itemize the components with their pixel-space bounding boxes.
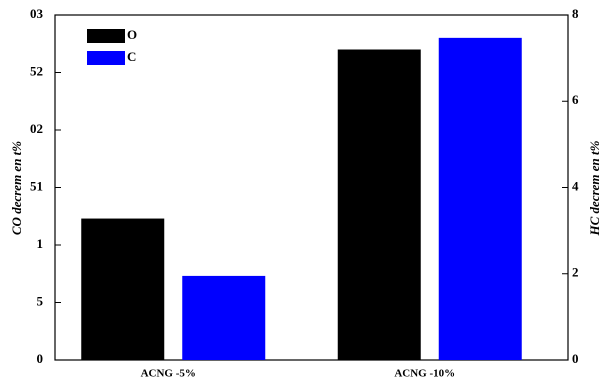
y2-tick-label: 8: [572, 6, 579, 21]
y-tick-label: 5: [37, 293, 44, 308]
bar: [438, 37, 522, 360]
bar: [182, 275, 266, 360]
y2-tick-label: 4: [572, 178, 579, 193]
y-tick-label: 51: [30, 178, 43, 193]
y-tick-label: 02: [30, 121, 43, 136]
y2-tick-label: 6: [572, 92, 579, 107]
bar: [337, 49, 421, 360]
y2-tick-label: 0: [572, 351, 579, 366]
bar: [81, 218, 165, 360]
y-tick-label: 52: [30, 63, 43, 78]
y2-axis-label: HC decrem en t%: [587, 140, 602, 236]
legend-swatch: [87, 51, 125, 65]
y-tick-label: 0: [37, 351, 44, 366]
legend-label: C: [127, 49, 136, 64]
legend-swatch: [87, 29, 125, 43]
y-tick-label: 1: [37, 236, 44, 251]
x-tick-label: ACNG -10%: [394, 368, 455, 380]
y2-tick-label: 2: [572, 265, 579, 280]
y-axis-label: CO decrem en t%: [9, 141, 24, 235]
legend-label: O: [127, 27, 137, 42]
y-tick-label: 03: [30, 6, 44, 21]
x-tick-label: ACNG -5%: [141, 368, 196, 380]
